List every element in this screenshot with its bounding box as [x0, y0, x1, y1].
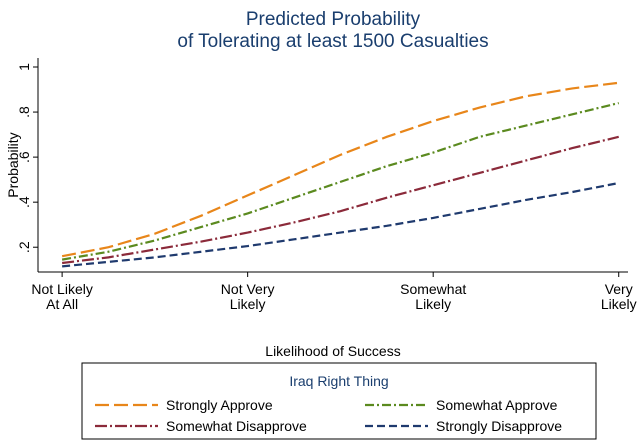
series-line	[62, 181, 619, 268]
x-tick-label: Not Likely	[31, 281, 92, 297]
y-tick-label: .6	[16, 151, 32, 163]
legend-label: Strongly Approve	[166, 397, 273, 413]
legend-box	[81, 362, 597, 440]
series-line	[61, 81, 619, 258]
x-tick-label: Likely	[601, 296, 637, 312]
x-axis-label: Likelihood of Success	[265, 343, 400, 359]
y-axis-label: Probability	[5, 132, 21, 197]
x-tick-label: Somewhat	[400, 281, 466, 297]
legend-title: Iraq Right Thing	[289, 373, 388, 389]
x-tick-label: Very	[605, 281, 633, 297]
y-tick-label: .4	[16, 196, 32, 208]
chart-title: Predicted Probability	[246, 9, 421, 30]
y-tick-label: 1	[16, 63, 32, 71]
legend-label: Somewhat Disapprove	[166, 418, 307, 434]
x-tick-label: Not Very	[221, 281, 275, 297]
x-tick-label: Likely	[415, 296, 451, 312]
legend-label: Strongly Disapprove	[436, 418, 562, 434]
x-tick-label: At All	[46, 296, 78, 312]
legend-label: Somewhat Approve	[436, 397, 558, 413]
series-line	[61, 135, 619, 265]
x-tick-label: Likely	[230, 296, 266, 312]
chart-title: of Tolerating at least 1500 Casualties	[177, 31, 488, 52]
series-line	[61, 101, 619, 261]
y-tick-label: .8	[16, 106, 32, 118]
y-tick-label: .2	[16, 241, 32, 253]
